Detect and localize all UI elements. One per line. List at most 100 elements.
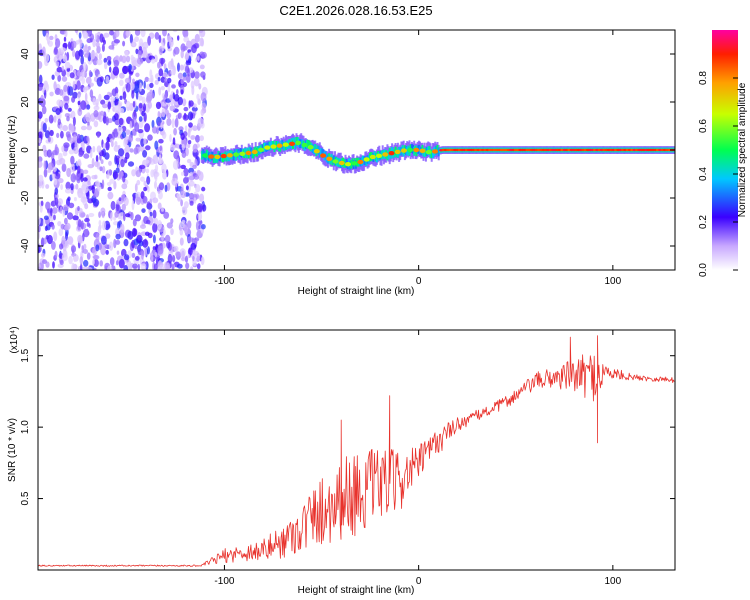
- noise-speckle: [83, 153, 90, 159]
- noise-speckle: [112, 171, 119, 179]
- noise-speckle: [142, 150, 148, 158]
- noise-speckle: [82, 181, 88, 187]
- noise-speckle: [180, 164, 186, 170]
- noise-speckle: [103, 39, 106, 45]
- noise-speckle: [191, 44, 197, 54]
- noise-speckle: [76, 80, 81, 91]
- noise-speckle: [74, 140, 79, 151]
- snr-panel: -100 0 100 0.5 1.0 1.5 Height of straight lin…: [7, 326, 676, 596]
- noise-speckle: [145, 145, 151, 151]
- noise-speckle: [166, 112, 172, 119]
- noise-speckle: [118, 170, 122, 180]
- noise-speckle: [190, 266, 194, 270]
- noise-speckle: [113, 39, 120, 44]
- trace-band: [313, 145, 315, 155]
- y-tick-label: 1.5: [20, 348, 31, 362]
- noise-speckle: [97, 132, 100, 138]
- noise-speckle: [42, 218, 46, 228]
- noise-speckle: [143, 103, 146, 112]
- noise-speckle: [94, 33, 98, 40]
- noise-speckle: [114, 113, 119, 121]
- noise-speckle: [64, 188, 72, 194]
- noise-speckle: [161, 163, 167, 173]
- noise-speckle: [90, 50, 96, 60]
- noise-speckle: [161, 207, 164, 212]
- noise-speckle: [187, 236, 193, 243]
- noise-speckle: [47, 136, 51, 143]
- noise-speckle: [201, 186, 206, 192]
- noise-speckle: [77, 100, 81, 106]
- noise-speckle: [170, 69, 176, 76]
- noise-speckle: [57, 221, 62, 227]
- noise-speckle: [120, 223, 125, 233]
- noise-speckle: [161, 233, 164, 242]
- noise-speckle: [64, 217, 68, 225]
- noise-speckle: [182, 98, 187, 107]
- noise-speckle: [44, 89, 47, 99]
- x-tick-label: -100: [214, 576, 234, 587]
- noise-speckle: [70, 155, 75, 165]
- noise-speckle: [149, 82, 154, 89]
- noise-speckle: [176, 89, 179, 95]
- noise-speckle: [93, 105, 100, 111]
- noise-speckle: [187, 67, 191, 77]
- noise-speckle: [194, 71, 200, 79]
- noise-speckle: [70, 245, 77, 253]
- noise-speckle: [135, 170, 141, 178]
- noise-speckle: [128, 63, 132, 71]
- noise-speckle: [187, 220, 192, 229]
- snr-plot-area: [38, 330, 675, 570]
- trace-core: [295, 140, 302, 145]
- noise-speckle: [193, 175, 200, 180]
- noise-speckle: [59, 47, 66, 53]
- y-tick-label: 20: [20, 96, 31, 108]
- noise-speckle: [66, 51, 70, 61]
- noise-speckle: [158, 138, 164, 144]
- noise-speckle: [181, 143, 185, 151]
- noise-speckle: [118, 117, 124, 126]
- noise-speckle: [38, 180, 43, 189]
- noise-speckle: [45, 201, 51, 211]
- noise-speckle: [91, 184, 96, 194]
- trace-core: [289, 141, 295, 146]
- noise-speckle: [144, 76, 149, 83]
- noise-speckle: [80, 100, 87, 111]
- noise-speckle: [63, 84, 68, 93]
- noise-speckle: [190, 112, 193, 120]
- noise-speckle: [120, 158, 125, 168]
- noise-speckle: [82, 45, 89, 53]
- noise-speckle: [154, 79, 159, 85]
- noise-speckle: [167, 60, 174, 70]
- noise-speckle: [158, 34, 162, 44]
- noise-speckle: [125, 82, 131, 93]
- noise-speckle: [118, 258, 125, 269]
- noise-speckle: [101, 211, 105, 219]
- noise-speckle: [80, 55, 84, 65]
- noise-speckle: [108, 160, 112, 166]
- trace-core: [233, 152, 240, 157]
- noise-speckle: [129, 34, 133, 44]
- noise-speckle: [80, 263, 83, 270]
- noise-speckle: [73, 197, 77, 202]
- noise-speckle: [158, 264, 165, 270]
- noise-speckle: [179, 144, 182, 150]
- noise-speckle: [144, 231, 150, 236]
- noise-speckle: [93, 254, 100, 260]
- noise-speckle: [187, 140, 192, 145]
- noise-speckle: [68, 149, 75, 155]
- noise-speckle: [177, 96, 183, 106]
- noise-speckle: [171, 84, 176, 89]
- noise-speckle: [66, 116, 70, 122]
- noise-speckle: [198, 83, 202, 90]
- noise-speckle: [199, 135, 204, 142]
- noise-speckle: [192, 164, 197, 169]
- noise-speckle: [57, 74, 62, 82]
- noise-speckle: [59, 206, 63, 214]
- noise-speckle: [163, 211, 170, 219]
- noise-speckle: [184, 255, 189, 263]
- noise-speckle: [78, 107, 82, 112]
- y-tick-label: 0: [20, 147, 31, 153]
- noise-speckle: [157, 219, 163, 230]
- noise-speckle: [99, 260, 103, 267]
- trace-core: [245, 150, 252, 156]
